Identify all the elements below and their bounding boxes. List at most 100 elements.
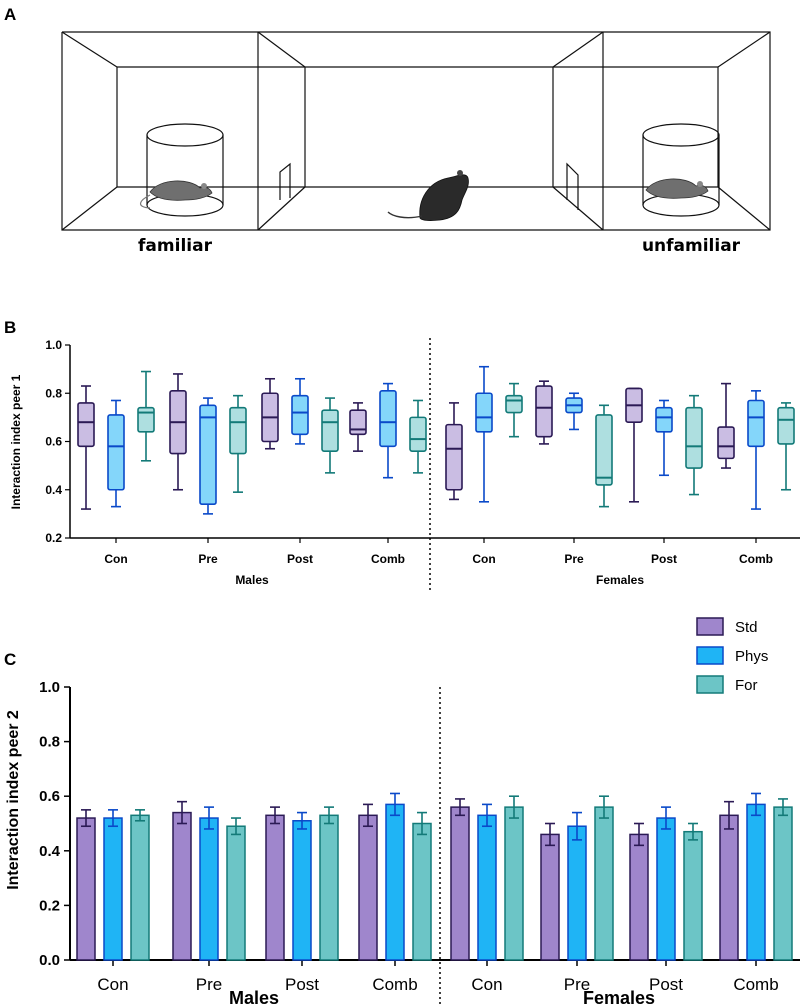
box-std-2: [169, 373, 187, 491]
bar: [385, 803, 405, 961]
box-for-3: [321, 397, 339, 474]
bar: [477, 814, 497, 961]
bar-phys-8: [746, 792, 766, 961]
arena-outer-box: [61, 31, 771, 231]
chart-b-ylabel: Interaction index peer 1: [9, 374, 23, 509]
legend-swatch-for: [696, 675, 724, 694]
bar-phys-7: [656, 806, 676, 961]
legend-swatch-std: [696, 617, 724, 636]
bar: [130, 814, 150, 961]
left-door-frame: [279, 162, 291, 200]
bar-for-3: [319, 806, 339, 961]
box-std-7: [625, 387, 643, 503]
arena-back-wall: [116, 66, 719, 188]
chart-c-ytick-label: 0.0: [39, 952, 60, 969]
chart-c-ytick-label: 1.0: [39, 679, 60, 696]
rat-unfamiliar-icon: [645, 178, 709, 199]
bar: [76, 817, 96, 961]
chart-b-category-label: Post: [287, 552, 313, 566]
box-iqr: [349, 409, 367, 436]
bar: [540, 833, 560, 961]
chart-b-category-label: Post: [651, 552, 677, 566]
box-std-3: [261, 377, 279, 450]
bar-for-4: [412, 811, 432, 961]
chart-c-ytick-label: 0.2: [39, 897, 60, 914]
familiar-label: familiar: [138, 236, 213, 256]
legend: Std Phys For: [696, 617, 768, 694]
box-iqr: [535, 385, 553, 438]
box-iqr: [685, 406, 703, 469]
bar: [746, 803, 766, 961]
chart-b-boxplot: Interaction index peer 1 0.2 0.4 0.6 0.8 1.0…: [9, 338, 800, 592]
chart-c-category-label: Post: [649, 975, 683, 994]
bar-std-7: [629, 822, 649, 961]
chart-b-ytick-label: 0.4: [45, 483, 62, 497]
box-for-5: [505, 382, 523, 438]
right-door-frame: [566, 162, 579, 210]
panel-letter-c: C: [4, 650, 16, 669]
chart-c-category-label: Comb: [372, 975, 417, 994]
bar: [226, 825, 246, 961]
bar-phys-1: [103, 809, 123, 961]
chart-c-group-males: Males: [229, 988, 279, 1007]
box-iqr: [777, 406, 795, 445]
box-iqr: [717, 426, 735, 460]
box-iqr: [475, 392, 493, 433]
chart-b-category-label: Comb: [371, 552, 405, 566]
box-phys-6: [565, 392, 583, 431]
bar: [683, 830, 703, 961]
box-iqr: [595, 414, 613, 486]
box-std-4: [349, 402, 367, 452]
panel-letter-a: A: [4, 5, 16, 24]
rat-center-icon: [387, 170, 469, 221]
bar: [719, 814, 739, 961]
box-phys-2: [199, 397, 217, 515]
rat-familiar-icon: [140, 180, 213, 209]
legend-label-phys: Phys: [735, 648, 768, 665]
box-iqr: [655, 406, 673, 433]
bar: [504, 806, 524, 961]
bar-for-1: [130, 809, 150, 961]
box-iqr: [137, 406, 155, 433]
box-phys-3: [291, 377, 309, 445]
box-std-1: [77, 385, 95, 510]
right-cage-cylinder: [642, 123, 720, 217]
chart-b-ytick-label: 1.0: [45, 338, 62, 352]
chart-c-group-females: Females: [583, 988, 655, 1007]
chart-b-ytick-label: 0.8: [45, 386, 62, 400]
bar: [292, 820, 312, 961]
chart-b-ytick-label: 0.2: [45, 531, 62, 545]
bar-phys-2: [199, 806, 219, 961]
box-for-7: [685, 394, 703, 496]
bar-for-8: [773, 798, 793, 961]
bar: [103, 817, 123, 961]
box-std-5: [445, 402, 463, 501]
bar: [629, 833, 649, 961]
bar-std-3: [265, 806, 285, 961]
bar-for-5: [504, 795, 524, 961]
bar-std-8: [719, 800, 739, 961]
legend-label-std: Std: [735, 619, 758, 636]
box-for-2: [229, 394, 247, 493]
chart-c-ytick-label: 0.6: [39, 788, 60, 805]
box-std-6: [535, 380, 553, 445]
chart-c-category-label: Pre: [564, 975, 590, 994]
box-iqr: [505, 394, 523, 414]
bar: [319, 814, 339, 961]
left-cage-cylinder: [146, 123, 224, 217]
chart-b-category-label: Pre: [198, 552, 218, 566]
chart-b-category-label: Con: [472, 552, 495, 566]
bar-phys-5: [477, 803, 497, 961]
bar: [773, 806, 793, 961]
box-for-6: [595, 404, 613, 508]
chart-c-ytick-label: 0.8: [39, 734, 60, 751]
chart-c-category-label: Con: [97, 975, 128, 994]
box-iqr: [321, 409, 339, 452]
box-iqr: [445, 423, 463, 491]
chart-c-ylabel: Interaction index peer 2: [5, 710, 22, 890]
bar-for-6: [594, 795, 614, 961]
bar-std-6: [540, 822, 560, 961]
chart-c-ytick-label: 0.4: [39, 843, 61, 860]
chart-c-category-label: Post: [285, 975, 319, 994]
box-iqr: [409, 416, 427, 452]
